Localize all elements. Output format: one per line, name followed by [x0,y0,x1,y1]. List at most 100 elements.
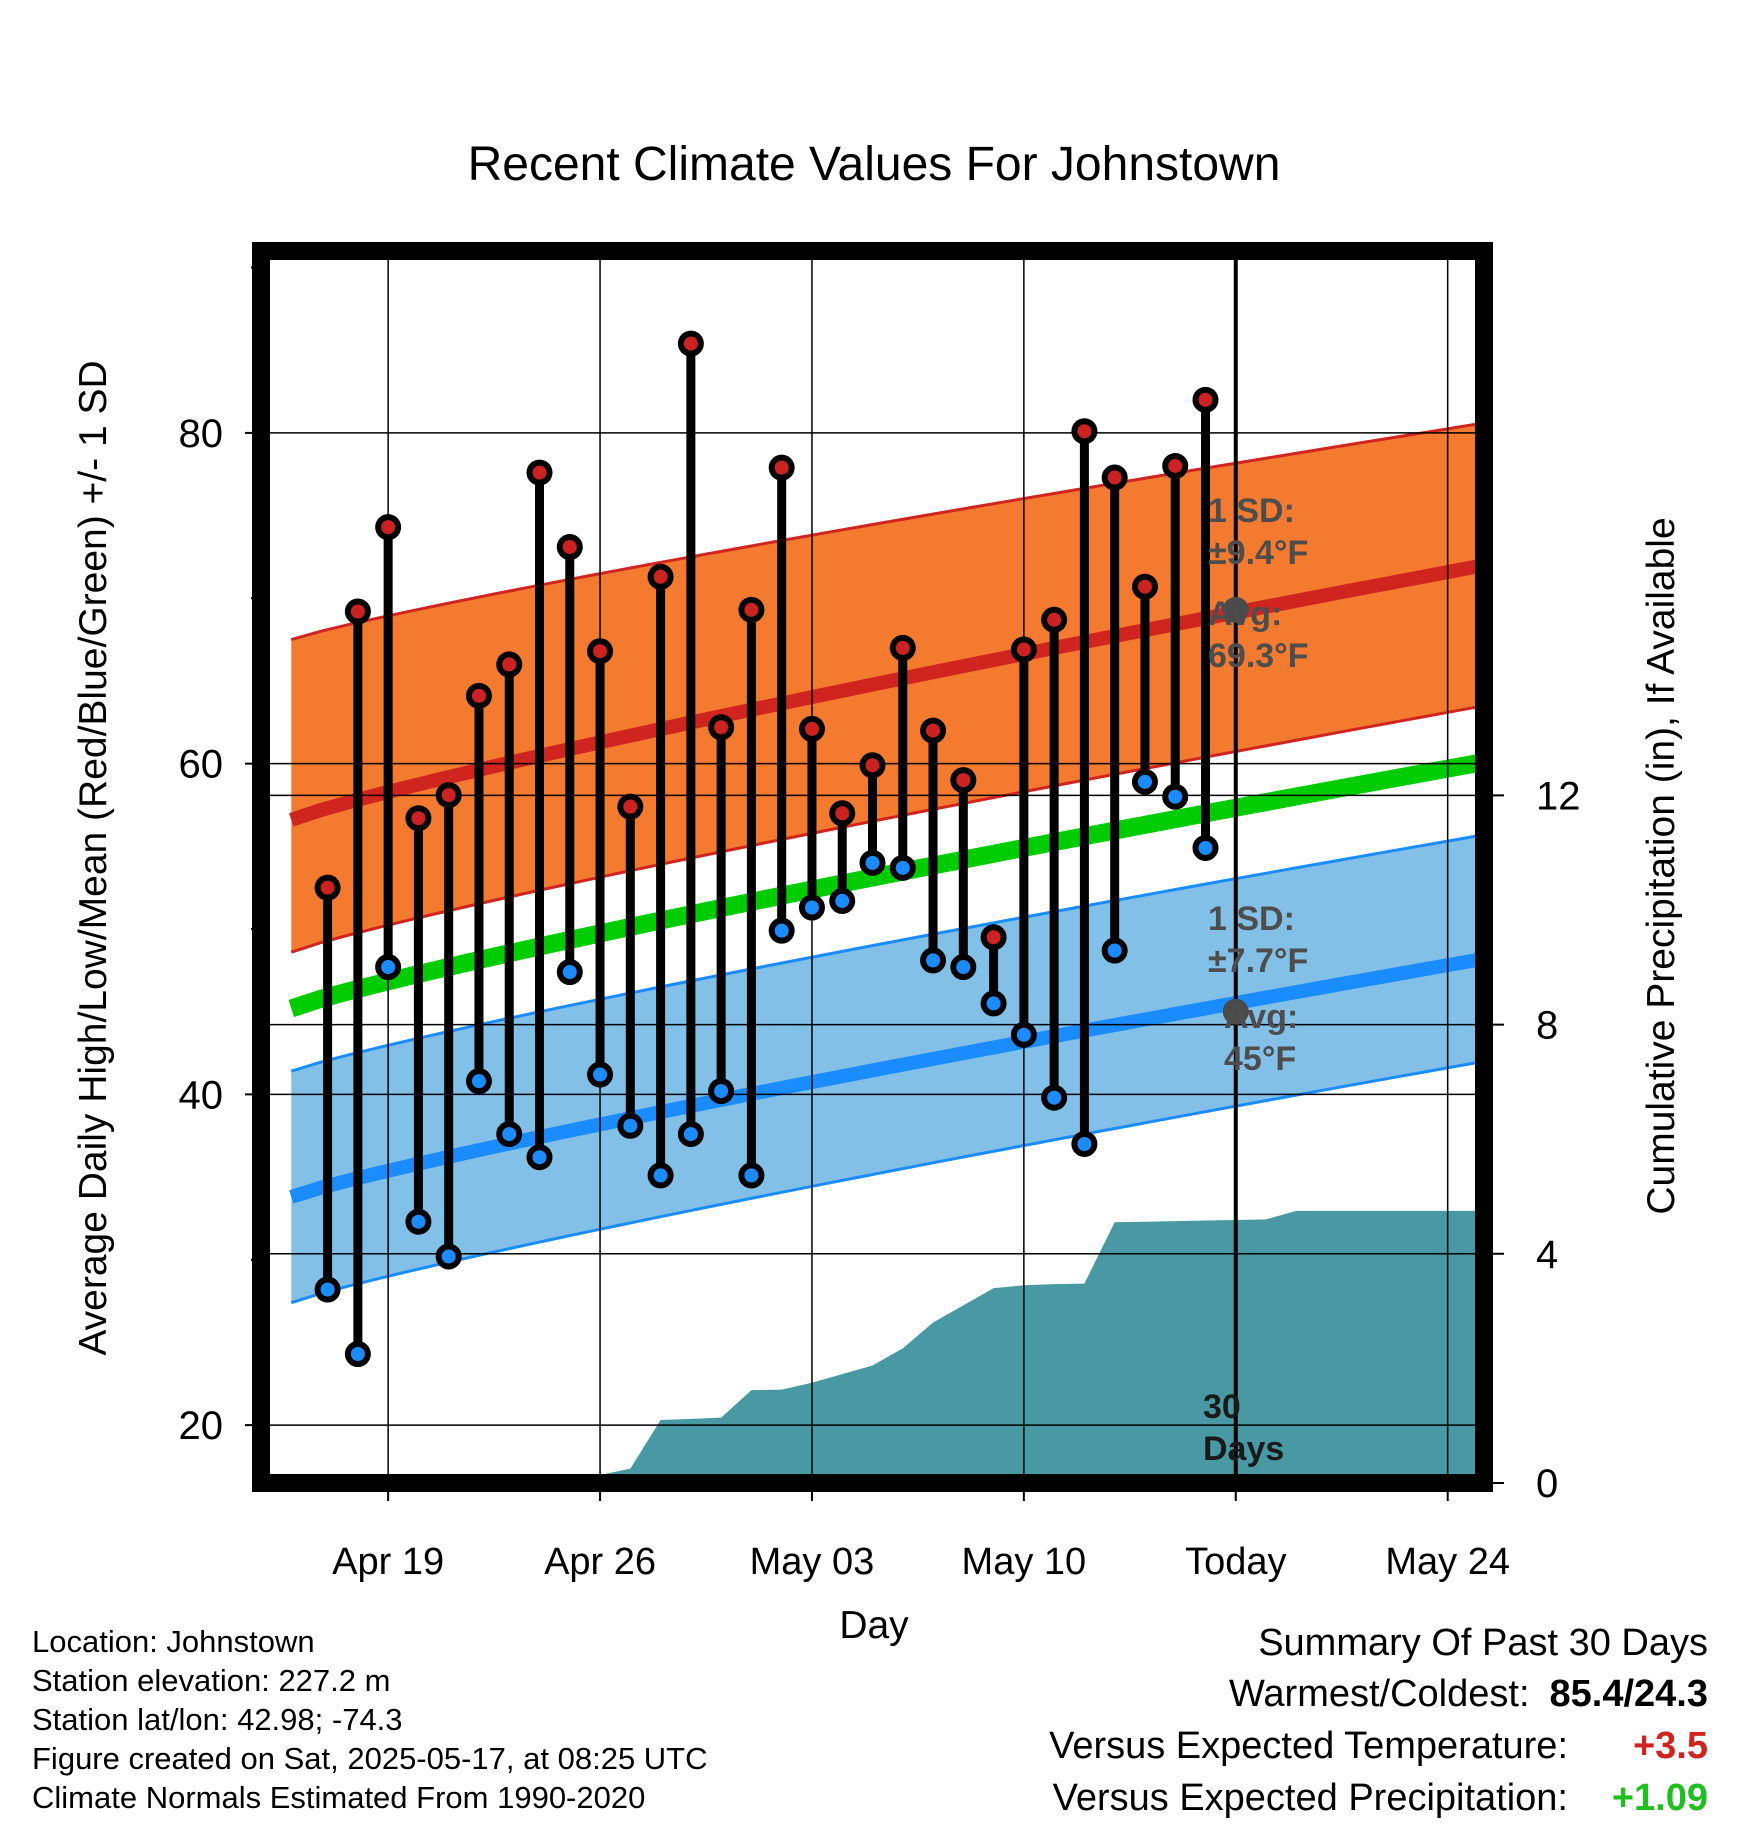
daily-low-point [920,947,947,974]
precip-departure-value: +1.09 [1611,1777,1708,1819]
daily-low-point [859,849,886,876]
summary-heading: Summary Of Past 30 Days [1258,1622,1708,1664]
latlon-text: Station lat/lon: 42.98; -74.3 [32,1702,403,1737]
daily-low-point [677,1121,704,1148]
low-sd-annotation: ±7.7°F [1208,942,1308,980]
x-tick-label: May 10 [962,1541,1087,1583]
high-avg-annotation: Avg: [1208,595,1282,633]
y2-axis-label: Cumulative Precipitation (in), If Availa… [1640,517,1683,1214]
daily-low-point [496,1121,523,1148]
x-tick-label: Apr 19 [332,1541,444,1583]
daily-high-point [950,767,977,794]
daily-high-point [738,596,765,623]
daily-low-point [889,854,916,881]
y2-tick-label: 8 [1536,1004,1558,1048]
location-text: Location: Johnstown [32,1624,315,1659]
high-sd-annotation: ±9.4°F [1208,534,1308,572]
daily-high-point [889,634,916,661]
low-sd-annotation: 1 SD: [1208,900,1295,938]
daily-high-point [768,454,795,481]
y2-tick-label: 4 [1536,1233,1558,1277]
x-tick-label: May 03 [750,1541,875,1583]
high-avg-marker [1222,596,1249,623]
daily-low-point [617,1112,644,1139]
daily-low-point [405,1208,432,1235]
daily-low-point [375,954,402,981]
precip-departure-label: Versus Expected Precipitation: [1052,1777,1568,1819]
daily-high-point [375,514,402,541]
daily-high-point [1192,386,1219,413]
daily-high-point [920,717,947,744]
plot-frame [252,242,1493,1492]
daily-low-point [798,894,825,921]
daily-high-point [617,793,644,820]
low-avg-marker [1222,998,1249,1025]
daily-low-point [738,1162,765,1189]
daily-high-point [1010,636,1037,663]
x-tick-label: Apr 26 [544,1541,656,1583]
daily-high-point [496,651,523,678]
temp-departure-row: Versus Expected Temperature: +3.5 [1049,1720,1708,1772]
daily-high-point [1162,452,1189,479]
low-band-upper-edge [290,833,1484,1073]
average-mean-line [288,753,1484,1017]
daily-high-point [556,534,583,561]
daily-low-point [647,1162,674,1189]
daily-low-point [829,887,856,914]
normals-text: Climate Normals Estimated From 1990-2020 [32,1780,646,1815]
precip-departure-row: Versus Expected Precipitation: +1.09 [1049,1772,1708,1824]
y-tick-label: 20 [179,1404,224,1448]
daily-high-point [1131,573,1158,600]
daily-high-point [587,638,614,665]
daily-high-point [314,874,341,901]
warmest-coldest-row: Warmest/Coldest: 85.4/24.3 [1049,1668,1708,1720]
daily-high-point [526,459,553,486]
daily-high-point [405,805,432,832]
high-band-upper-edge [290,421,1484,642]
daily-low-point [556,959,583,986]
daily-high-point [435,782,462,809]
x-tick-label: May 24 [1385,1541,1510,1583]
daily-low-point [708,1078,735,1105]
precip-area [291,1210,1484,1483]
high-avg-annotation: 69.3°F [1208,637,1309,675]
daily-low-point [1131,768,1158,795]
daily-high-point [465,682,492,709]
daily-low-point [1192,834,1219,861]
daily-low-point [1162,783,1189,810]
plot-area: 1 SD: ±9.4°F Avg: 69.3°F 1 SD: ±7.7°F Avg: 45°F… [261,251,1484,1483]
low-band-lower-edge [290,1059,1484,1305]
y-tick-label: 60 [179,743,224,787]
low-avg-annotation: 45°F [1224,1040,1296,1078]
daily-high-point [829,800,856,827]
daily-high-point [798,715,825,742]
x-tick-label: Today [1185,1541,1286,1583]
average-high-line [289,558,1484,827]
summary-panel: Summary Of Past 30 Days Warmest/Coldest:… [1049,1618,1708,1824]
average-low-line [289,951,1484,1204]
daily-low-point [1101,937,1128,964]
daily-low-point [1010,1021,1037,1048]
daily-low-point [314,1276,341,1303]
elevation-text: Station elevation: 227.2 m [32,1663,391,1698]
daily-low-point [435,1243,462,1270]
y2-tick-label: 0 [1536,1462,1558,1506]
daily-high-point [344,598,371,625]
high-band-lower-edge [290,704,1484,954]
daily-high-point [647,563,674,590]
daily-high-point [677,330,704,357]
daily-high-point [708,714,735,741]
chart-title: Recent Climate Values For Johnstown [468,138,1281,191]
warmest-coldest-label: Warmest/Coldest: [1228,1673,1530,1715]
period-annotation: 30 [1203,1388,1241,1426]
temp-departure-value: +3.5 [1632,1725,1708,1767]
daily-low-point [980,990,1007,1017]
daily-high-point [980,924,1007,951]
daily-low-point [768,917,795,944]
low-avg-annotation: Avg: [1224,998,1298,1036]
daily-high-point [859,752,886,779]
daily-low-point [465,1068,492,1095]
warmest-coldest-value: 85.4/24.3 [1549,1673,1708,1715]
daily-high-point [1101,464,1128,491]
